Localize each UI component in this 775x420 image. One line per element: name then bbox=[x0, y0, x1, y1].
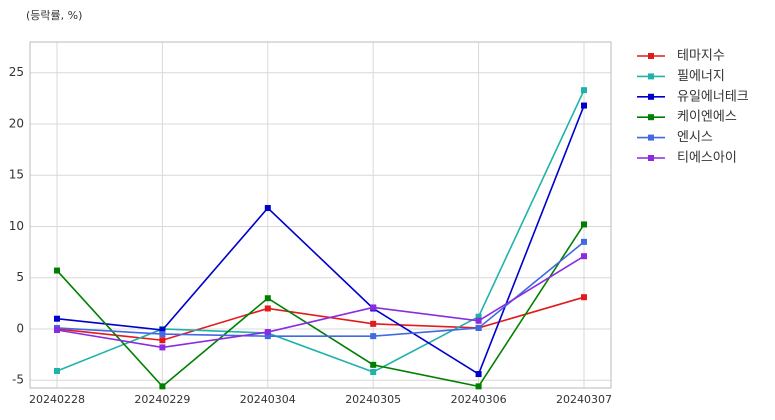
point bbox=[54, 267, 60, 274]
point bbox=[475, 324, 482, 331]
point bbox=[475, 383, 482, 390]
x-tick-label: 20240306 bbox=[451, 393, 507, 406]
x-tick-label: 20240307 bbox=[556, 393, 612, 406]
legend-marker bbox=[648, 53, 654, 59]
point bbox=[54, 367, 60, 374]
point bbox=[581, 253, 587, 260]
point bbox=[581, 238, 587, 245]
legend-marker bbox=[648, 134, 654, 141]
point bbox=[370, 333, 377, 340]
series-line bbox=[56, 296, 585, 342]
y-tick-label: 0 bbox=[16, 321, 24, 335]
legend-label: 필에너지 bbox=[677, 69, 725, 84]
point bbox=[264, 305, 271, 312]
y-tick-label: -5 bbox=[12, 373, 24, 387]
y-tick-label: 10 bbox=[9, 219, 24, 233]
series-line bbox=[56, 105, 585, 376]
series-line bbox=[56, 255, 585, 349]
y-tick-label: 5 bbox=[16, 270, 24, 284]
point bbox=[581, 294, 587, 301]
x-tick-label: 20240304 bbox=[240, 393, 296, 406]
y-tick-label: 25 bbox=[9, 65, 24, 79]
legend-marker bbox=[648, 93, 654, 100]
y-tick-label: 20 bbox=[9, 116, 24, 130]
y-axis-label: (등락률, %) bbox=[26, 9, 82, 22]
legend-label: 엔시스 bbox=[677, 130, 713, 145]
point bbox=[370, 320, 377, 327]
point bbox=[264, 329, 271, 336]
point bbox=[159, 383, 166, 390]
x-tick-label: 20240228 bbox=[29, 393, 85, 406]
point bbox=[159, 326, 166, 333]
point bbox=[264, 295, 271, 302]
point bbox=[581, 221, 587, 228]
point bbox=[159, 331, 166, 338]
x-tick-label: 20240305 bbox=[345, 393, 401, 406]
plot-frame bbox=[29, 41, 612, 389]
legend-marker bbox=[648, 155, 654, 161]
point bbox=[54, 326, 60, 333]
point bbox=[159, 344, 166, 351]
legend-label: 테마지수 bbox=[677, 49, 725, 64]
y-tick-label: 15 bbox=[9, 168, 24, 182]
point bbox=[370, 369, 377, 376]
point bbox=[159, 337, 166, 344]
point bbox=[370, 304, 377, 311]
point bbox=[370, 361, 377, 368]
series-line bbox=[56, 241, 585, 337]
legend-label: 케이엔에스 bbox=[677, 110, 737, 125]
series-line bbox=[56, 223, 585, 388]
point bbox=[264, 205, 271, 212]
point bbox=[581, 87, 587, 94]
point bbox=[581, 102, 587, 109]
legend-marker bbox=[648, 114, 654, 121]
series-line bbox=[56, 89, 585, 373]
point bbox=[54, 315, 60, 322]
point bbox=[475, 371, 482, 378]
legend-label: 티에스아이 bbox=[677, 151, 737, 166]
point bbox=[264, 333, 271, 340]
legend-marker bbox=[648, 73, 654, 80]
legend-label: 유일에너테크 bbox=[677, 89, 749, 104]
x-tick-label: 20240229 bbox=[134, 393, 190, 406]
point bbox=[475, 313, 482, 320]
point bbox=[475, 317, 482, 324]
